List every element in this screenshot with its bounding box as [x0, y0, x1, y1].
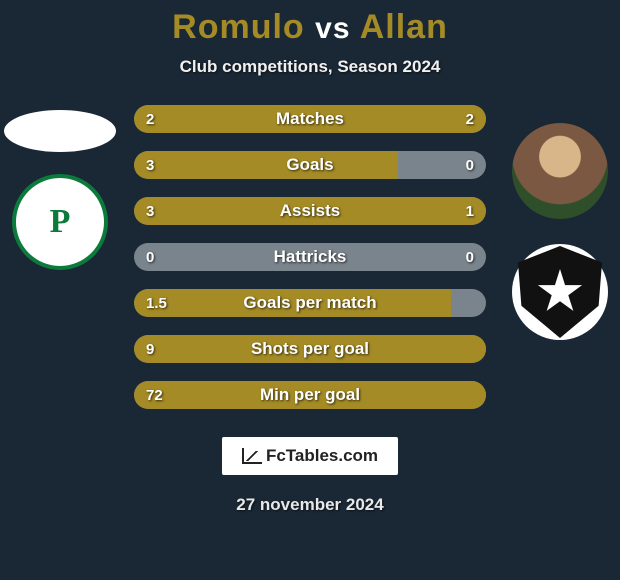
stat-row: 22Matches — [134, 105, 486, 133]
stat-fill-left — [134, 151, 398, 179]
title-vs: vs — [315, 12, 350, 45]
stat-value-right: 0 — [466, 157, 474, 174]
club-badge-right — [512, 244, 608, 340]
stat-fill-left — [134, 289, 451, 317]
footer-date: 27 november 2024 — [0, 495, 620, 515]
stat-value-left: 72 — [146, 387, 163, 404]
player1-photo — [4, 110, 116, 152]
star-icon — [537, 269, 583, 315]
player2-photo — [509, 120, 611, 222]
title-player1: Romulo — [172, 8, 305, 46]
stat-fill-left — [134, 381, 486, 409]
stat-row: 31Assists — [134, 197, 486, 225]
stat-value-left: 3 — [146, 203, 154, 220]
club-badge-left — [12, 174, 108, 270]
stat-row: 0 0Hattricks — [134, 243, 486, 271]
stat-value-right: 1 — [466, 203, 474, 220]
stat-row: 9Shots per goal — [134, 335, 486, 363]
chart-icon — [242, 448, 262, 464]
stat-label: Hattricks — [134, 247, 486, 267]
stat-row: 30Goals — [134, 151, 486, 179]
stat-value-left: 0 — [146, 249, 154, 266]
comparison-card: Romulo vs Allan Club competitions, Seaso… — [0, 0, 620, 580]
left-column — [0, 110, 120, 270]
site-logo: FcTables.com — [222, 437, 398, 475]
botafogo-shield-icon — [518, 246, 602, 338]
page-title: Romulo vs Allan — [0, 8, 620, 47]
title-player2: Allan — [360, 8, 448, 46]
stat-row: 72Min per goal — [134, 381, 486, 409]
stat-value-left: 2 — [146, 111, 154, 128]
stat-value-left: 3 — [146, 157, 154, 174]
stat-value-left: 1.5 — [146, 295, 167, 312]
stat-fill-left — [134, 197, 398, 225]
site-name: FcTables.com — [266, 446, 378, 466]
stat-row: 1.5Goals per match — [134, 289, 486, 317]
stat-value-right: 2 — [466, 111, 474, 128]
stat-fill-left — [134, 105, 310, 133]
stat-fill-right — [310, 105, 486, 133]
stat-value-left: 9 — [146, 341, 154, 358]
stat-value-right: 0 — [466, 249, 474, 266]
right-column — [500, 120, 620, 340]
subtitle: Club competitions, Season 2024 — [0, 57, 620, 77]
stats-bars: 22Matches30Goals31Assists00Hattricks1.5G… — [134, 105, 486, 409]
stat-fill-left — [134, 335, 486, 363]
